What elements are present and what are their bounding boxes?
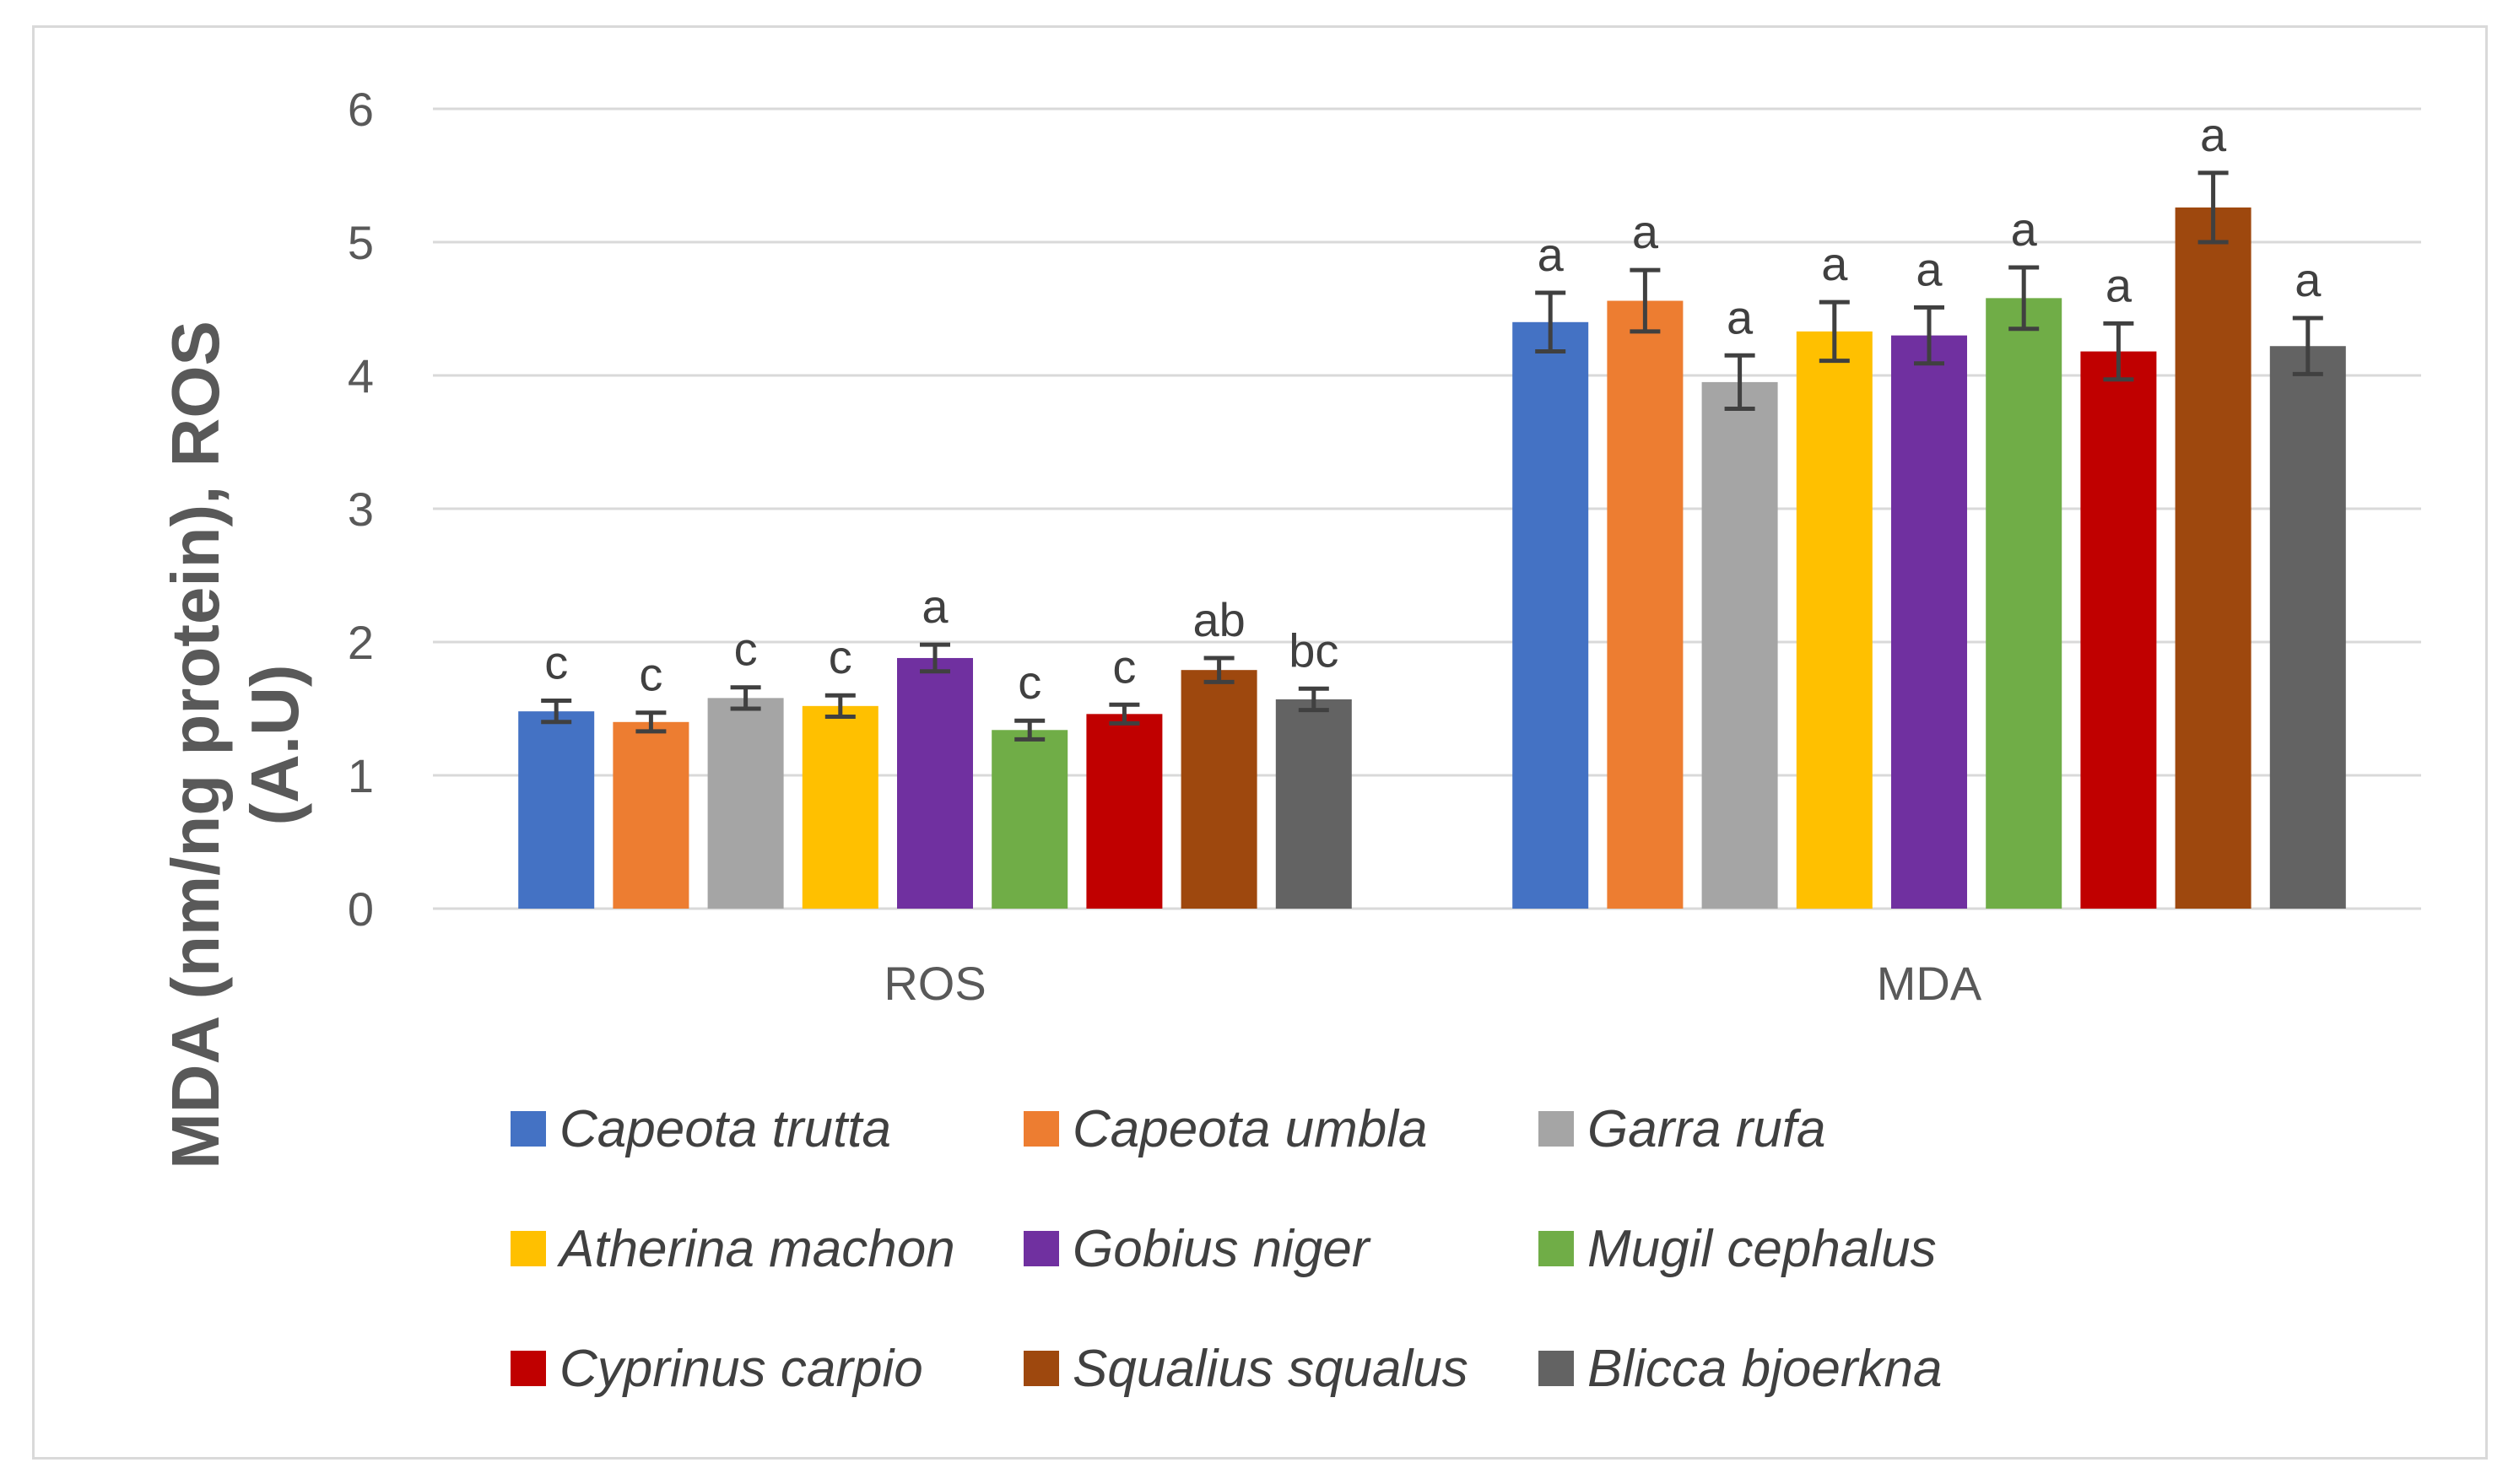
bar: [1181, 670, 1257, 909]
category-label: ROS: [884, 957, 986, 1010]
bar: [897, 657, 973, 909]
error-bars: [541, 170, 2323, 742]
significance-label: a: [1821, 237, 1848, 290]
bar: [1512, 321, 1589, 909]
y-tick-label: 4: [348, 349, 374, 402]
significance-label: c: [829, 630, 852, 683]
significance-label: c: [1018, 656, 1041, 709]
significance-label: c: [544, 636, 568, 689]
legend-swatch: [511, 1111, 546, 1147]
legend-label: Capeota trutta: [559, 1100, 891, 1158]
legend-swatch: [1538, 1351, 1574, 1386]
y-tick-label: 3: [348, 483, 374, 536]
significance-label: a: [1632, 205, 1659, 258]
significance-label: a: [2105, 258, 2133, 311]
bar: [613, 721, 689, 909]
significance-label: a: [1916, 242, 1943, 295]
significance-label: a: [922, 580, 949, 633]
bar: [1986, 298, 2062, 909]
bar: [707, 698, 784, 909]
legend-label: Mugil cephalus: [1587, 1220, 1937, 1278]
significance-label: c: [639, 648, 662, 701]
legend-label: Squalius squalus: [1073, 1340, 1468, 1398]
significance-label: c: [1112, 639, 1136, 693]
bar: [1701, 381, 1778, 909]
y-tick-label: 2: [348, 616, 374, 669]
chart-frame: 0 1 2 3 4 5 6 c c c c a c c ab bc a a a a a a a a a ROS MDA MDA …: [32, 25, 2488, 1460]
legend-swatch: [511, 1231, 546, 1266]
legend-swatch: [1024, 1231, 1059, 1266]
y-tick-label: 1: [348, 749, 374, 802]
y-tick-labels: 0 1 2 3 4 5 6: [348, 83, 374, 936]
legend-swatch: [1024, 1351, 1059, 1386]
significance-label: a: [1727, 290, 1754, 343]
y-axis-title-line: MDA (nm/ng protein), ROS: [158, 321, 233, 1169]
bar: [1607, 300, 1684, 909]
bar: [802, 705, 878, 909]
bar: [1796, 331, 1873, 909]
significance-label: c: [734, 623, 758, 676]
bars: [518, 207, 2346, 909]
legend-swatch: [511, 1351, 546, 1386]
significance-label: ab: [1192, 593, 1245, 646]
legend-label: Gobius niger: [1073, 1220, 1371, 1278]
bar: [992, 730, 1068, 909]
legend-swatch: [1024, 1111, 1059, 1147]
category-labels: ROS MDA: [884, 957, 1982, 1010]
legend-label: Cyprinus carpio: [559, 1340, 923, 1398]
bar: [1891, 335, 1967, 909]
significance-label: a: [2011, 202, 2038, 256]
legend-swatch: [1538, 1111, 1574, 1147]
bar: [2175, 207, 2251, 909]
bar: [2080, 351, 2157, 909]
significance-label: a: [2200, 108, 2227, 161]
legend-label: Atherina machon: [556, 1220, 955, 1278]
bar: [2269, 346, 2346, 909]
significance-label: bc: [1289, 623, 1338, 677]
y-axis-title-line: (A.U): [237, 664, 312, 825]
significance-label: a: [2295, 253, 2322, 306]
significance-label: a: [1538, 228, 1565, 281]
category-label: MDA: [1877, 957, 1982, 1010]
y-tick-label: 5: [348, 216, 374, 269]
legend-label: Capeota umbla: [1073, 1100, 1428, 1158]
legend-label: Garra rufa: [1587, 1100, 1826, 1158]
legend-swatch: [1538, 1231, 1574, 1266]
bar: [1275, 699, 1352, 909]
y-tick-label: 0: [348, 882, 374, 936]
y-axis-title: MDA (nm/ng protein), ROS (A.U): [158, 321, 312, 1169]
legend-label: Blicca bjoerkna: [1587, 1340, 1942, 1398]
y-tick-label: 6: [348, 83, 374, 136]
legend: Capeota trutta Capeota umbla Garra rufa Ath…: [511, 1100, 1942, 1398]
bar: [1086, 714, 1163, 909]
bar: [518, 711, 595, 909]
